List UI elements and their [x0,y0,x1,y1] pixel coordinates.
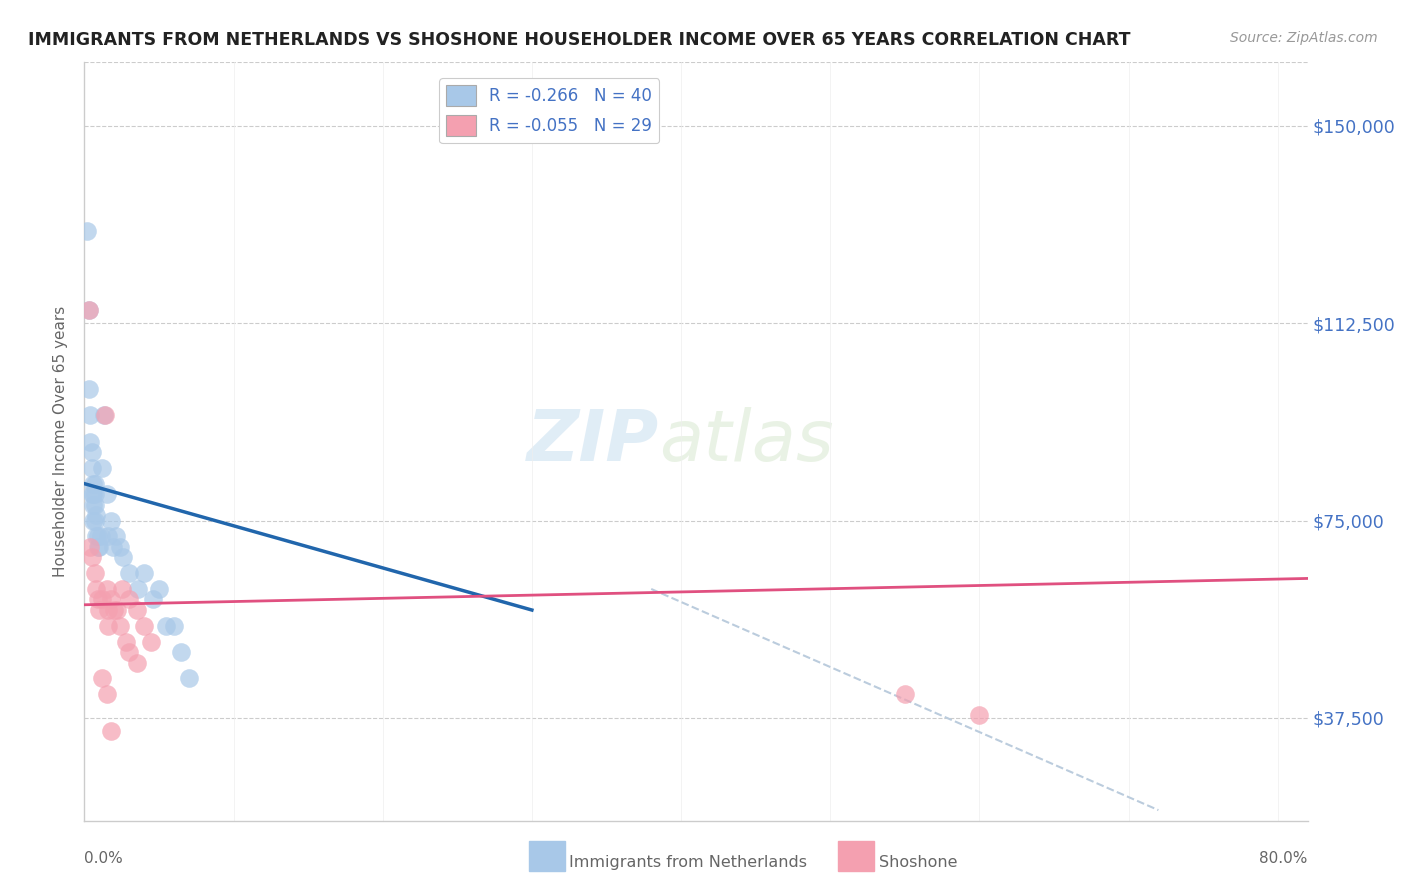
Point [91,461,114,475]
Point [97,603,120,617]
Point [155,619,177,633]
Point [111,582,134,596]
Point [89,603,111,617]
Point [894,687,917,701]
Point [82,498,104,512]
Point [177,672,200,686]
Text: atlas: atlas [659,407,834,476]
Text: Immigrants from Netherlands: Immigrants from Netherlands [569,855,807,870]
Point [83,476,105,491]
Point [80,487,103,501]
Point [83,514,105,528]
Point [90,529,112,543]
Point [96,582,118,596]
Point [77,302,100,317]
Point [83,487,105,501]
Point [118,592,141,607]
Y-axis label: Householder Income Over 65 years: Householder Income Over 65 years [53,306,69,577]
Point [163,619,186,633]
Point [80,445,103,459]
Point [125,656,148,670]
Point [108,540,131,554]
Point [91,592,114,607]
Point [87,529,110,543]
Point [94,408,117,422]
Text: IMMIGRANTS FROM NETHERLANDS VS SHOSHONE HOUSEHOLDER INCOME OVER 65 YEARS CORRELA: IMMIGRANTS FROM NETHERLANDS VS SHOSHONE … [28,31,1130,49]
Point [127,582,149,596]
Point [77,302,100,317]
Point [93,408,115,422]
Point [101,540,124,554]
Point [79,540,101,554]
Point [84,529,107,543]
Point [97,529,120,543]
Point [79,434,101,449]
Point [82,487,104,501]
Point [84,582,107,596]
Point [112,550,135,565]
Point [103,603,125,617]
Point [115,634,138,648]
Point [87,592,110,607]
Point [89,540,111,554]
Point [96,487,118,501]
Point [105,603,128,617]
Point [83,498,105,512]
Point [132,566,155,581]
Point [91,672,114,686]
Point [76,224,98,238]
Point [100,724,122,739]
Point [170,645,193,659]
Point [100,592,122,607]
Point [80,550,103,565]
Point [141,634,163,648]
Point [148,582,170,596]
Point [83,566,105,581]
Point [125,603,148,617]
Point [104,529,127,543]
Point [82,514,104,528]
Point [108,619,131,633]
Point [132,619,155,633]
Text: Source: ZipAtlas.com: Source: ZipAtlas.com [1230,31,1378,45]
Point [118,566,141,581]
Point [84,508,107,523]
Point [142,592,165,607]
Text: ZIP: ZIP [527,407,659,476]
Point [87,540,110,554]
Legend: R = -0.266   N = 40, R = -0.055   N = 29: R = -0.266 N = 40, R = -0.055 N = 29 [440,78,659,143]
Point [82,476,104,491]
Point [100,514,122,528]
Point [969,708,991,723]
Point [80,461,103,475]
Point [97,619,120,633]
Text: 0.0%: 0.0% [84,851,124,866]
Point [77,382,100,396]
Point [118,645,141,659]
Point [96,687,118,701]
Text: Shoshone: Shoshone [879,855,957,870]
Point [79,408,101,422]
Text: 80.0%: 80.0% [1260,851,1308,866]
